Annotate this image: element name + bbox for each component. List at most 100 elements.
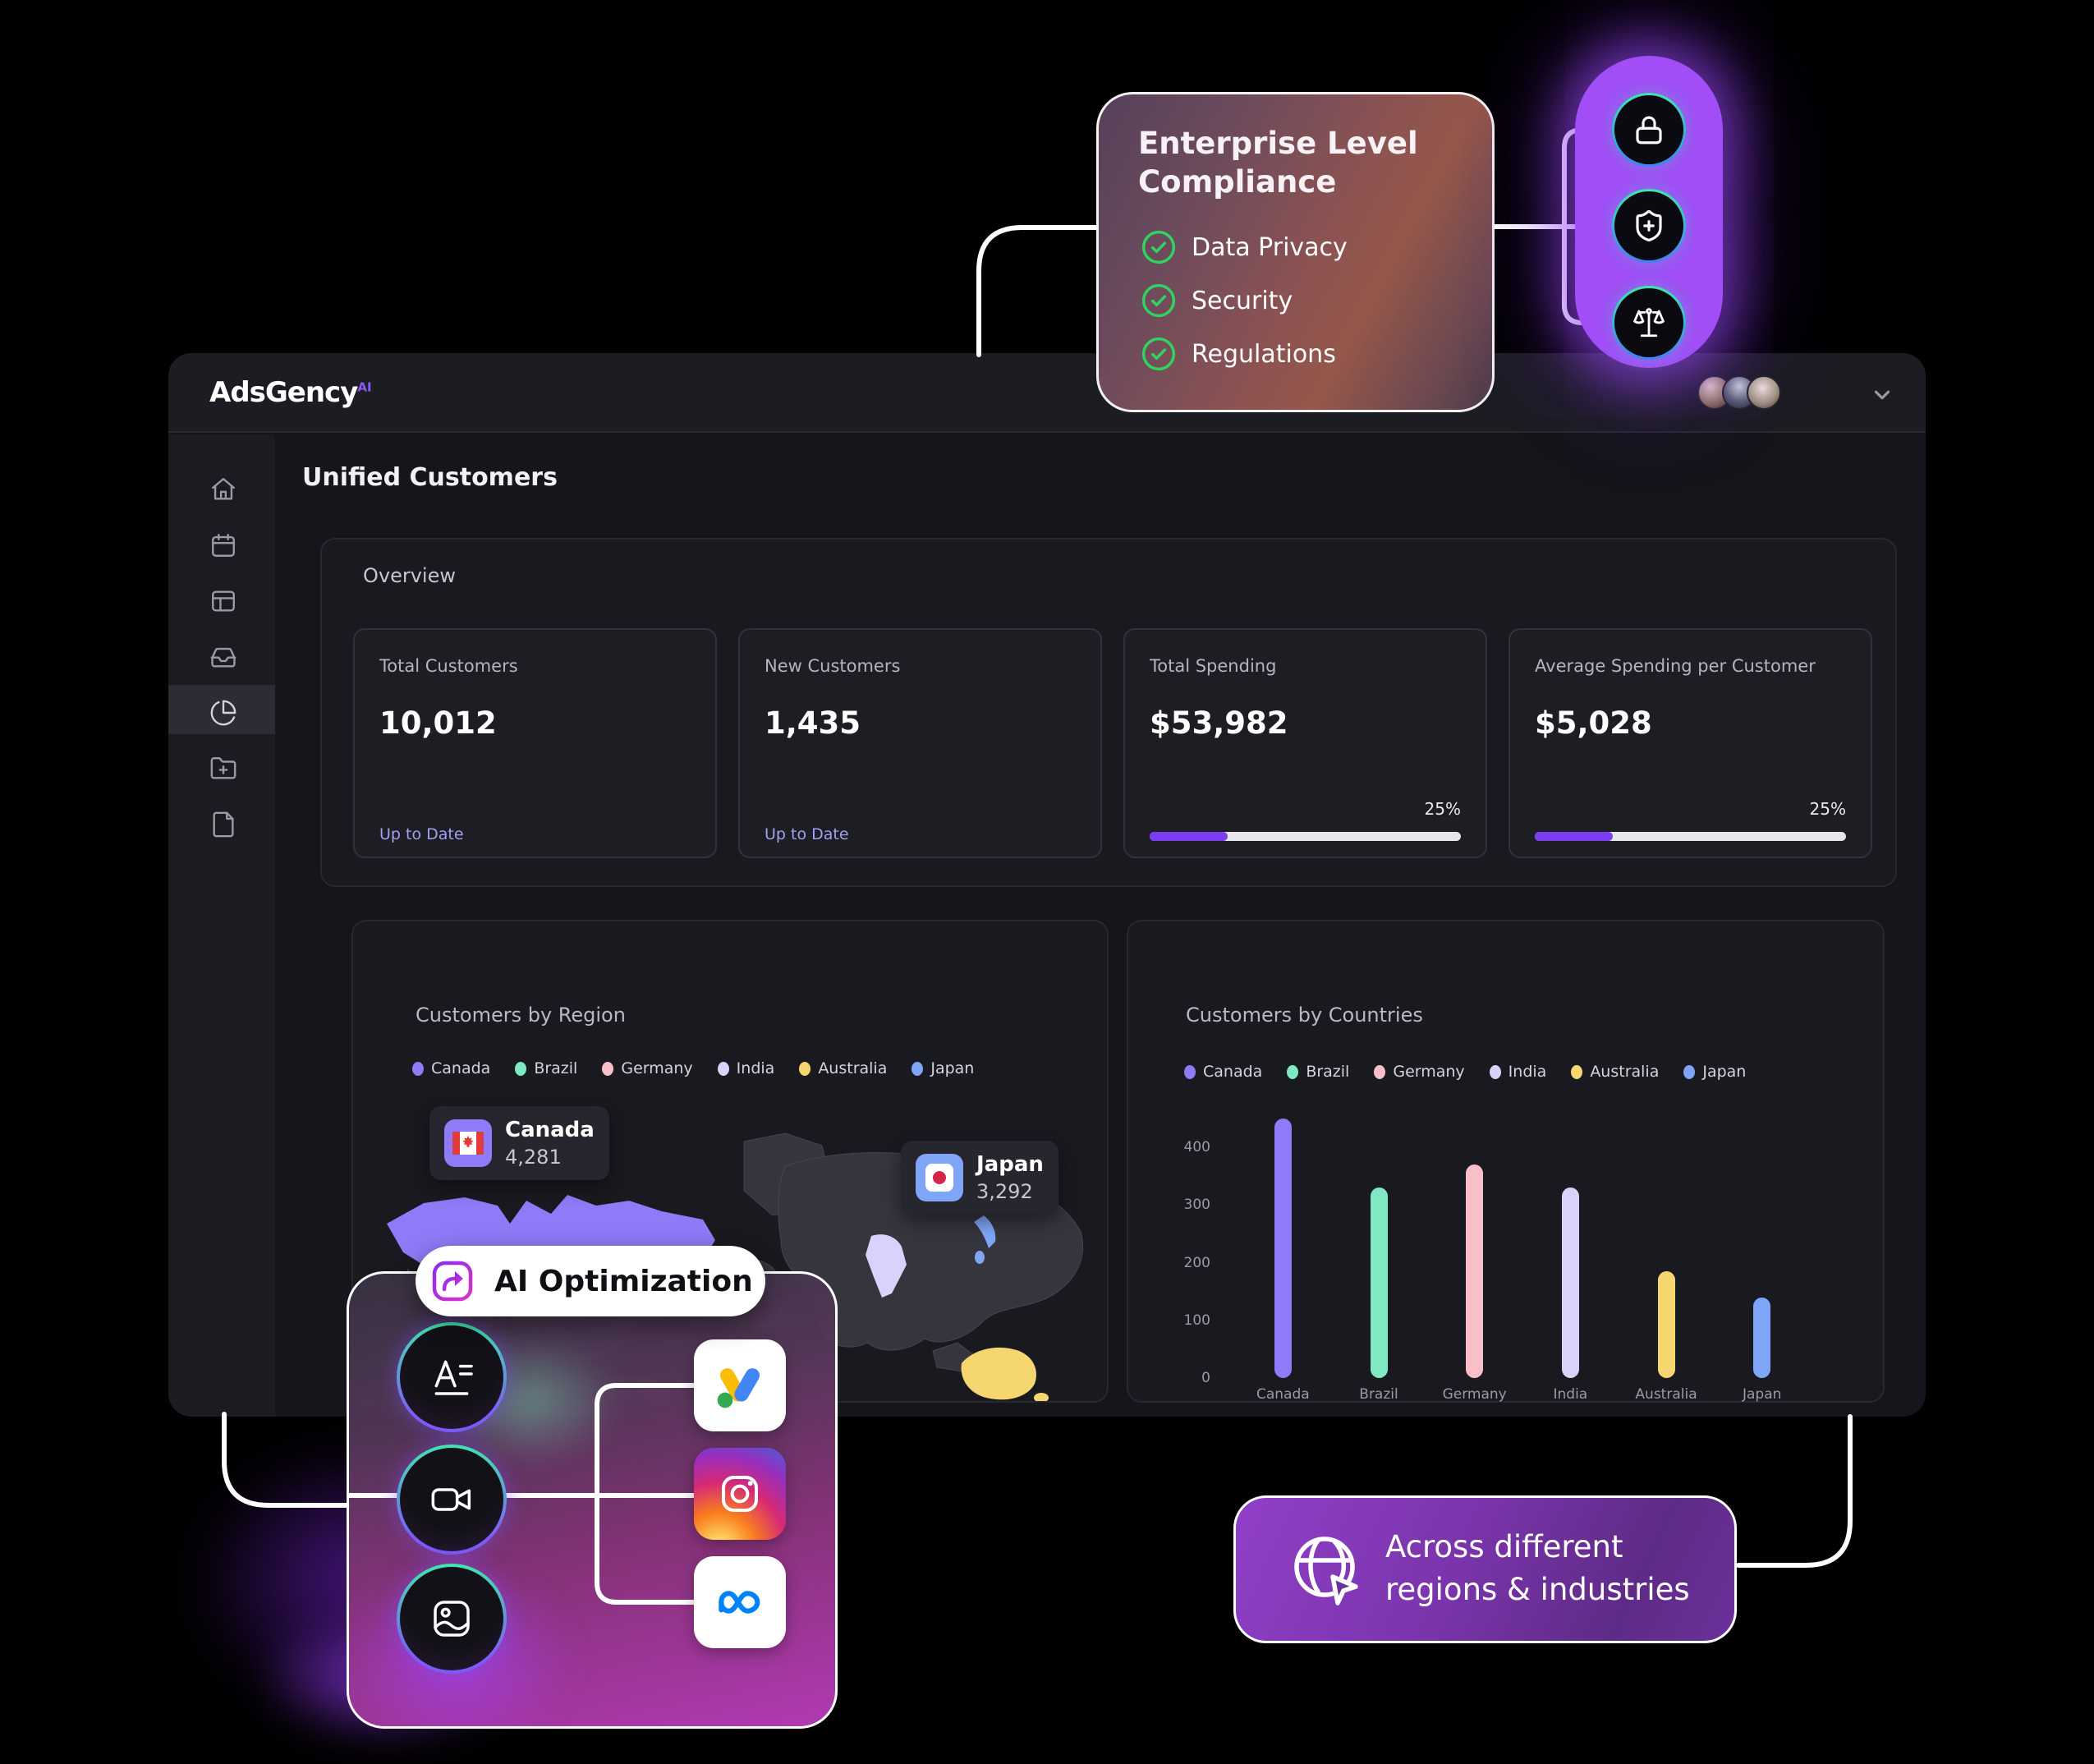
sidebar-item-file[interactable] xyxy=(209,811,237,838)
chart-title: Customers by Countries xyxy=(1186,1004,1423,1027)
stat-card-new-customers: New Customers 1,435 Up to Date xyxy=(738,628,1102,858)
bar-australia xyxy=(1657,1271,1675,1378)
x-axis-labels: Canada Brazil Germany India Australia Ja… xyxy=(1235,1386,1810,1403)
legend-label: Germany xyxy=(621,1059,693,1077)
x-tick: Brazil xyxy=(1359,1386,1398,1403)
legend-label: Canada xyxy=(431,1059,491,1077)
tooltip-country: Japan xyxy=(976,1152,1044,1177)
stat-percent: 25% xyxy=(1809,799,1846,819)
check-circle-icon xyxy=(1141,230,1176,264)
image-content-icon xyxy=(397,1564,507,1674)
compliance-item: Security xyxy=(1141,283,1293,319)
dashboard-window: AdsGencyAI Unified Customers Overview To… xyxy=(168,353,1926,1417)
stat-value: 10,012 xyxy=(379,705,497,741)
page-title: Unified Customers xyxy=(302,463,558,492)
stat-value: $53,982 xyxy=(1150,705,1288,741)
x-tick: Canada xyxy=(1256,1386,1310,1403)
sidebar-item-layout[interactable] xyxy=(209,587,237,615)
ai-pill-label: AI Optimization xyxy=(494,1264,753,1298)
compliance-item-label: Security xyxy=(1192,286,1293,315)
legend-item[interactable]: Brazil xyxy=(1287,1063,1349,1081)
legend-dot xyxy=(799,1061,811,1076)
legend-dot xyxy=(515,1061,527,1076)
japan-flag-icon xyxy=(916,1154,963,1201)
legend-label: India xyxy=(1508,1063,1547,1081)
user-avatar-group[interactable] xyxy=(1697,375,1781,411)
legend-label: Brazil xyxy=(534,1059,578,1077)
legend-item[interactable]: Australia xyxy=(1571,1063,1659,1081)
legend-label: Japan xyxy=(1702,1063,1747,1081)
lock-icon xyxy=(1612,93,1686,167)
y-axis-tick: 400 xyxy=(1183,1139,1210,1155)
stat-card-total-spending: Total Spending $53,982 25% xyxy=(1123,628,1487,858)
customers-by-countries-card: Customers by Countries Canada Brazil Ger… xyxy=(1127,920,1885,1403)
legend: Canada Brazil Germany India Australia Ja… xyxy=(412,1059,974,1077)
bar-japan xyxy=(1753,1298,1771,1378)
stat-value: $5,028 xyxy=(1535,705,1652,741)
y-axis-tick: 200 xyxy=(1183,1255,1210,1271)
google-ads-icon xyxy=(694,1339,786,1431)
map-japan xyxy=(974,1215,996,1248)
scales-icon xyxy=(1612,286,1686,360)
legend-item[interactable]: Canada xyxy=(412,1059,490,1077)
map-tooltip-canada: Canada 4,281 xyxy=(429,1106,609,1180)
overview-card: Overview Total Customers 10,012 Up to Da… xyxy=(320,538,1897,887)
dashboard-header: AdsGencyAI xyxy=(168,353,1926,433)
stat-label: Total Spending xyxy=(1150,656,1277,676)
instagram-icon xyxy=(694,1448,786,1540)
stat-footer: Up to Date xyxy=(379,825,464,843)
canada-flag-icon xyxy=(444,1119,492,1167)
legend-item[interactable]: India xyxy=(1489,1063,1547,1081)
legend-label: India xyxy=(736,1059,775,1077)
enterprise-compliance-card: Enterprise Level Compliance Data Privacy … xyxy=(1096,92,1495,412)
legend-dot xyxy=(1683,1064,1696,1079)
legend-dot xyxy=(912,1061,924,1076)
legend-item[interactable]: Japan xyxy=(1683,1063,1746,1081)
legend: Canada Brazil Germany India Australia Ja… xyxy=(1184,1063,1746,1081)
x-tick: India xyxy=(1553,1386,1588,1403)
security-feature-pill xyxy=(1575,56,1723,368)
across-card-text: Across different regions & industries xyxy=(1385,1529,1690,1607)
compliance-item: Data Privacy xyxy=(1141,229,1348,265)
legend-item[interactable]: Japan xyxy=(912,1059,974,1077)
legend-item[interactable]: Canada xyxy=(1184,1063,1262,1081)
globe-cursor-icon xyxy=(1294,1537,1358,1606)
legend-item[interactable]: Australia xyxy=(799,1059,887,1077)
stat-card-avg-spending: Average Spending per Customer $5,028 25% xyxy=(1509,628,1872,858)
sidebar-item-inbox[interactable] xyxy=(209,643,237,671)
legend-item[interactable]: Brazil xyxy=(515,1059,577,1077)
legend-label: Australia xyxy=(1590,1063,1660,1081)
ai-optimization-pill: AI Optimization xyxy=(416,1246,765,1316)
map-india xyxy=(866,1234,907,1298)
sidebar-item-calendar[interactable] xyxy=(209,531,237,559)
legend-label: Brazil xyxy=(1306,1063,1350,1081)
legend-label: Australia xyxy=(818,1059,888,1077)
legend-item[interactable]: Germany xyxy=(602,1059,693,1077)
video-content-icon xyxy=(397,1445,507,1555)
stat-percent: 25% xyxy=(1424,799,1461,819)
progress-bar xyxy=(1535,832,1846,841)
sidebar-item-folder-plus[interactable] xyxy=(209,755,237,783)
chevron-down-icon[interactable] xyxy=(1870,383,1894,407)
legend-dot xyxy=(1184,1064,1196,1079)
bar-brazil xyxy=(1370,1187,1388,1378)
legend-label: Germany xyxy=(1393,1063,1465,1081)
legend-dot xyxy=(412,1061,424,1076)
avatar[interactable] xyxy=(1747,375,1781,410)
chart-title: Customers by Region xyxy=(416,1004,626,1027)
legend-item[interactable]: India xyxy=(717,1059,775,1077)
ai-optimization-card xyxy=(347,1271,838,1729)
compliance-title: Enterprise Level Compliance xyxy=(1138,126,1418,200)
tooltip-value: 4,281 xyxy=(505,1146,562,1169)
x-tick: Australia xyxy=(1635,1386,1697,1403)
legend-item[interactable]: Germany xyxy=(1374,1063,1465,1081)
progress-bar xyxy=(1150,832,1461,841)
meta-icon xyxy=(694,1556,786,1648)
map-tooltip-japan: Japan 3,292 xyxy=(901,1141,1058,1215)
y-axis-tick: 300 xyxy=(1183,1197,1210,1213)
map-japan-island xyxy=(975,1251,985,1264)
sidebar-item-home[interactable] xyxy=(209,475,237,503)
sidebar-item-analytics[interactable] xyxy=(209,699,237,727)
legend-dot xyxy=(1287,1064,1299,1079)
